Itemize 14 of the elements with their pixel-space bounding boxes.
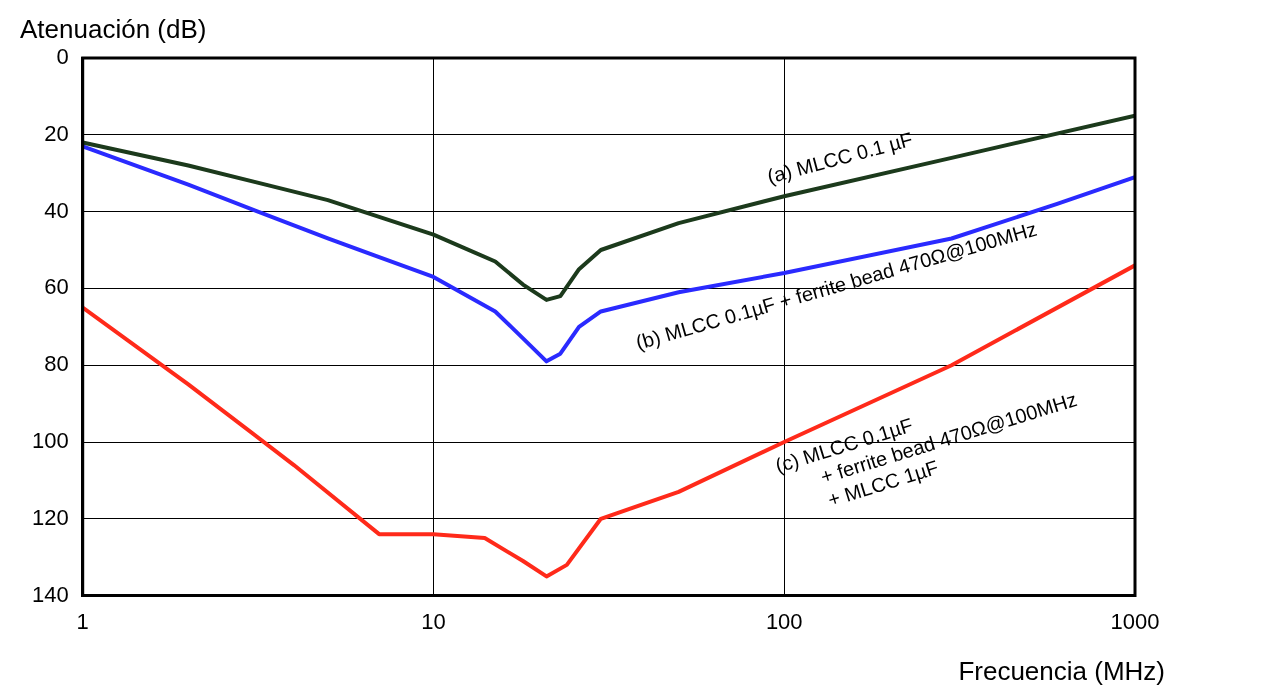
y-tick-label: 80 (44, 351, 69, 377)
x-tick-label: 100 (765, 608, 803, 634)
y-tick-label: 140 (31, 581, 69, 607)
y-tick-label: 100 (31, 428, 69, 454)
y-axis-title: Atenuación (dB) (20, 14, 207, 45)
x-axis-title: Frecuencia (MHz) (958, 656, 1165, 687)
y-tick-label: 120 (31, 504, 69, 530)
y-tick-label: 60 (44, 274, 69, 300)
y-tick-label: 20 (44, 120, 69, 146)
x-tick-label: 10 (421, 608, 446, 634)
y-tick-label: 40 (44, 197, 69, 223)
y-tick-label: 0 (56, 44, 69, 70)
x-tick-label: 1000 (1110, 608, 1160, 634)
x-tick-label: 1 (76, 608, 89, 634)
